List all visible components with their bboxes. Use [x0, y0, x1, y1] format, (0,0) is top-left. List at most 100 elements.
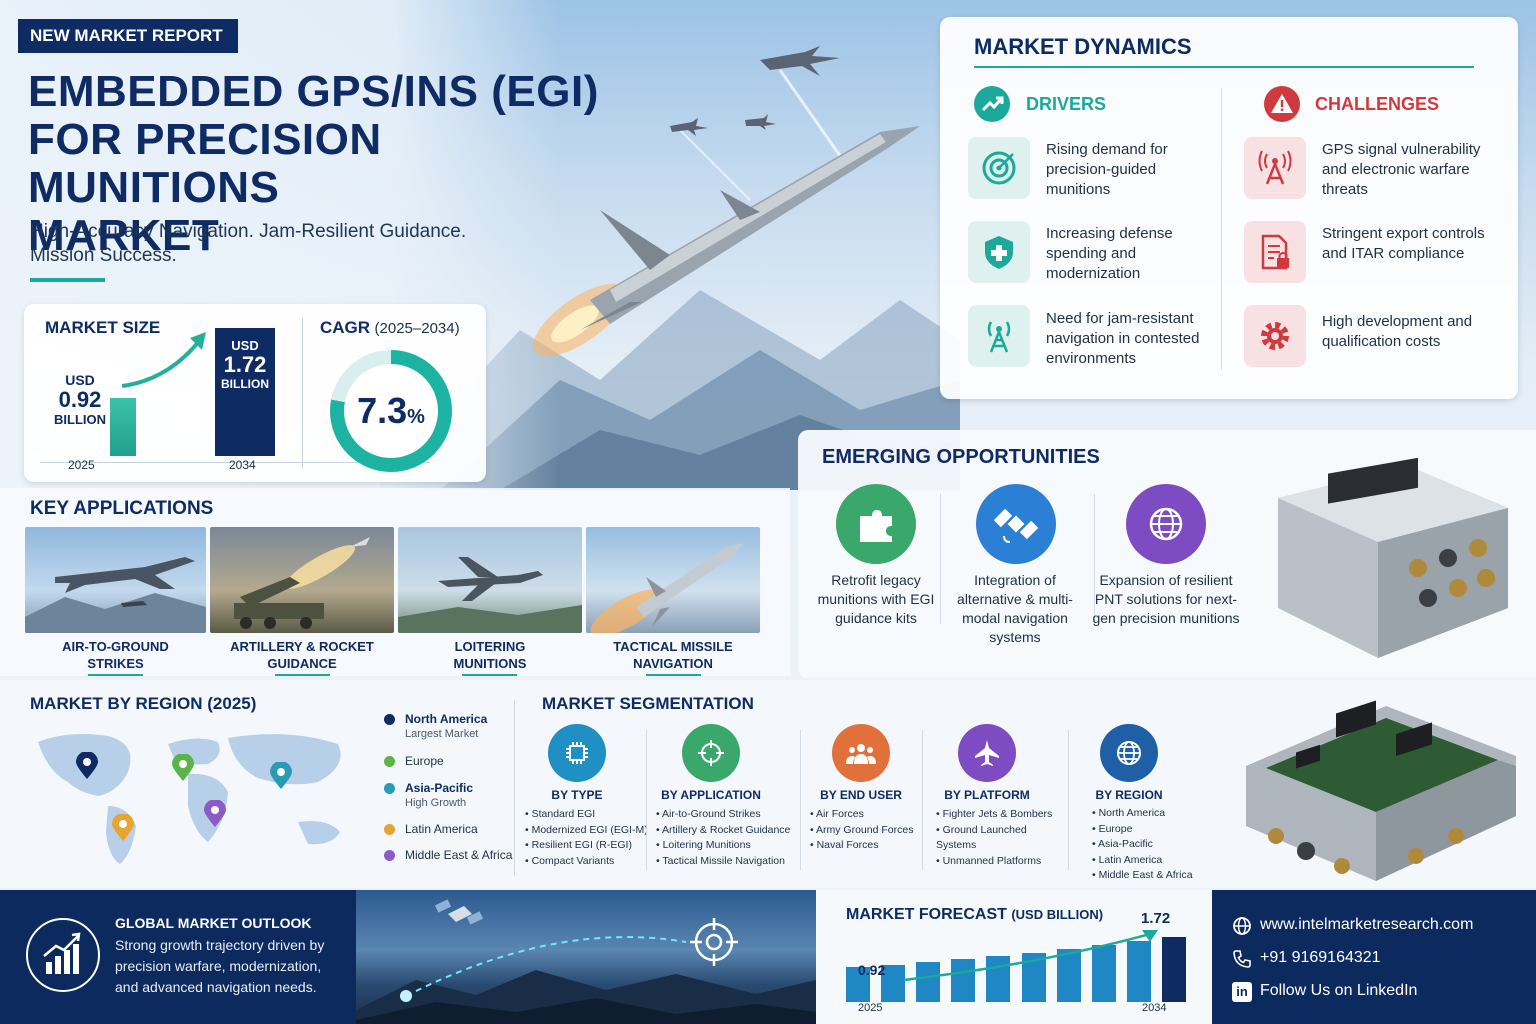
linkedin-link[interactable]: Follow Us on LinkedIn — [1260, 982, 1418, 999]
legend-asia-pacific: Asia-Pacific — [405, 781, 474, 795]
seg-title-type: BY TYPE — [551, 788, 603, 802]
linkedin-icon: in — [1232, 982, 1252, 1002]
forecast-bar — [1127, 941, 1151, 1002]
global-outlook-text: Strong growth trajectory driven by preci… — [115, 937, 325, 995]
drivers-title: DRIVERS — [1026, 94, 1107, 114]
jet-icon — [958, 724, 1016, 782]
globe-icon — [1232, 916, 1252, 941]
app-label-line: TACTICAL MISSILE — [613, 639, 733, 654]
opp-divider — [940, 494, 941, 624]
end-unit: BILLION — [221, 377, 269, 391]
market-size-end: USD 1.72 BILLION — [215, 338, 275, 391]
opportunities-title: EMERGING OPPORTUNITIES — [822, 446, 1100, 468]
app-underline — [275, 674, 330, 676]
region-divider — [514, 700, 515, 876]
app-label-line: NAVIGATION — [633, 656, 713, 671]
forecast-bar — [951, 959, 975, 1002]
legend-asia-pacific-note: High Growth — [405, 797, 467, 809]
seg-item: Army Ground Forces — [810, 823, 913, 839]
subtitle: High-Accuracy Navigation. Jam-Resilient … — [30, 220, 490, 268]
seg-item: Fighter Jets & Bombers — [936, 807, 1064, 823]
seg-title-platform: BY PLATFORM — [944, 788, 1030, 802]
circuit-board-illustration — [1246, 700, 1516, 881]
app-image-air-to-ground — [25, 527, 206, 633]
market-size-start: USD 0.92 BILLION — [40, 372, 120, 427]
growth-arrow-icon — [121, 332, 206, 388]
seg-item: North America — [1092, 806, 1193, 822]
driver-item-1: Rising demand for precision-guided munit… — [1046, 141, 1168, 198]
satellite-icon — [976, 484, 1056, 564]
subtitle-line-1: High-Accuracy Navigation. Jam-Resilient … — [30, 221, 467, 242]
forecast-start-label: 0.92 — [858, 962, 886, 978]
missile-illustration — [533, 46, 920, 357]
end-value: 1.72 — [223, 352, 267, 377]
seg-list-application: Air-to-Ground Strikes Artillery & Rocket… — [656, 807, 790, 869]
seg-item: Asia-Pacific — [1092, 837, 1193, 853]
antenna-icon — [968, 305, 1030, 367]
app-label-artillery: ARTILLERY & ROCKET GUIDANCE — [210, 638, 394, 672]
legend-north-america-note: Largest Market — [405, 728, 479, 740]
satellite-guidance-scene — [356, 899, 816, 1024]
phone-icon — [1232, 949, 1252, 974]
forecast-start-year: 2025 — [858, 1002, 883, 1014]
legend-latin-america: Latin America — [405, 822, 478, 836]
forecast-chart — [846, 930, 1186, 1002]
app-label-line: LOITERING — [454, 639, 526, 654]
legend-dot-middle-east-africa — [384, 850, 395, 861]
contact-panel — [1212, 890, 1536, 1024]
document-lock-icon — [1244, 221, 1306, 283]
opportunity-item-1: Retrofit legacy munitions with EGI guida… — [817, 572, 935, 626]
world-map — [38, 734, 341, 864]
app-image-loitering — [398, 527, 582, 633]
forecast-bar — [846, 967, 870, 1002]
pin-north-america-icon — [76, 752, 98, 779]
seg-item: Artillery & Rocket Guidance — [656, 823, 790, 839]
seg-item: Modernized EGI (EGI-M) — [525, 823, 648, 839]
legend-north-america: North America — [405, 712, 488, 726]
seg-list-type: Standard EGI Modernized EGI (EGI-M) Resi… — [525, 807, 648, 869]
title-line-2: FOR PRECISION MUNITIONS — [28, 115, 382, 212]
pin-asia-pacific-icon — [270, 762, 292, 789]
app-label-line: GUIDANCE — [267, 656, 337, 671]
gear-icon — [1244, 305, 1306, 367]
cagr-number: 7.3 — [357, 390, 408, 431]
report-badge: NEW MARKET REPORT — [18, 19, 238, 53]
forecast-end-year: 2034 — [1142, 1002, 1167, 1014]
pin-europe-icon — [172, 754, 194, 781]
website-link[interactable]: www.intelmarketresearch.com — [1260, 916, 1474, 933]
seg-item: Resilient EGI (R-EGI) — [525, 838, 648, 854]
subtitle-line-2: Mission Success. — [30, 245, 177, 266]
start-value: 0.92 — [58, 387, 102, 412]
forecast-bar — [1162, 937, 1186, 1002]
title-underline — [30, 278, 105, 282]
segmentation-title: MARKET SEGMENTATION — [542, 694, 754, 713]
crosshair-icon — [682, 724, 740, 782]
stats-axis — [40, 462, 430, 463]
forecast-bar — [986, 956, 1010, 1002]
cagr-label: CAGR — [320, 318, 371, 337]
legend-dot-latin-america — [384, 824, 395, 835]
puzzle-icon — [836, 484, 916, 564]
app-underline — [646, 674, 701, 676]
forecast-bar — [916, 962, 940, 1002]
driver-item-3: Need for jam-resistant navigation in con… — [1046, 310, 1200, 367]
app-label-line: ARTILLERY & ROCKET — [230, 639, 374, 654]
market-dynamics-title: MARKET DYNAMICS — [974, 34, 1192, 59]
forecast-bar — [881, 965, 905, 1002]
egi-device-illustration — [1278, 458, 1508, 658]
app-image-artillery — [210, 527, 394, 633]
forecast-title-text: MARKET FORECAST — [846, 906, 1007, 923]
seg-title-region: BY REGION — [1095, 788, 1163, 802]
signal-tower-icon — [1244, 137, 1306, 199]
region-title: MARKET BY REGION (2025) — [30, 694, 257, 713]
challenge-item-1: GPS signal vulnerability and electronic … — [1322, 141, 1481, 198]
seg-item: Naval Forces — [810, 838, 913, 854]
seg-item: Air-to-Ground Strikes — [656, 807, 790, 823]
dynamics-divider — [1221, 88, 1222, 370]
phone-link[interactable]: +91 9169164321 — [1260, 949, 1381, 966]
seg-item: Ground Launched Systems — [936, 823, 1064, 854]
cagr-percent: % — [407, 406, 425, 428]
target-icon — [968, 137, 1030, 199]
seg-list-end-user: Air Forces Army Ground Forces Naval Forc… — [810, 807, 913, 854]
global-outlook-title: GLOBAL MARKET OUTLOOK — [115, 915, 312, 931]
